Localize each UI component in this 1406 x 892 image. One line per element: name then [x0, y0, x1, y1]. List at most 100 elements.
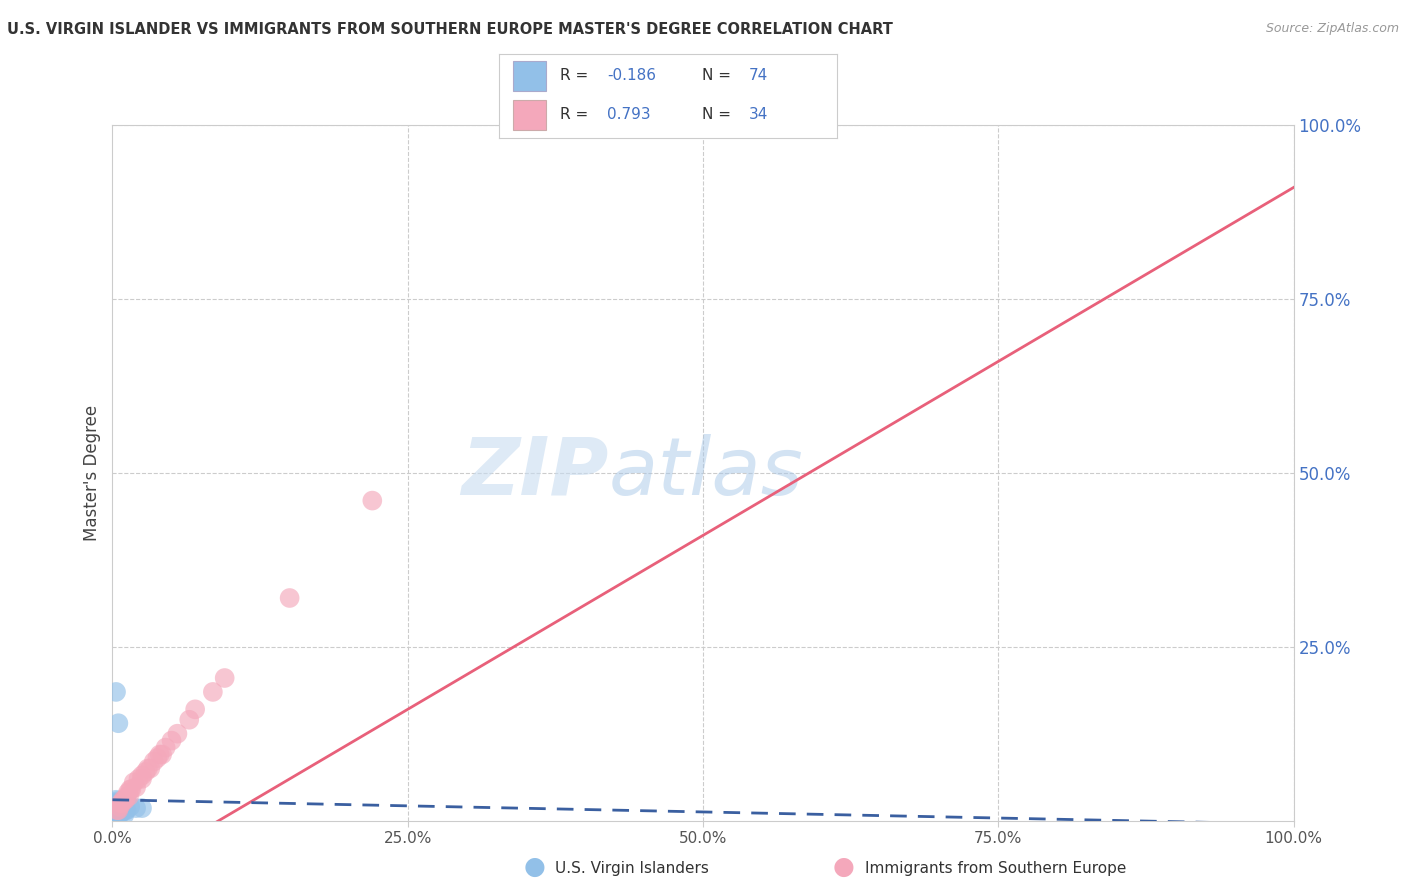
- Point: [105, 803, 128, 817]
- Point: [108, 798, 131, 813]
- Point: [108, 798, 131, 813]
- Point: [104, 796, 127, 810]
- Text: 0.793: 0.793: [607, 107, 651, 122]
- Point: [135, 764, 157, 779]
- Point: [105, 801, 128, 815]
- Point: [160, 733, 183, 747]
- Point: [104, 798, 127, 813]
- Point: [104, 805, 127, 820]
- Point: [105, 803, 128, 817]
- Point: [112, 808, 135, 822]
- Point: [107, 805, 129, 820]
- Point: [127, 772, 149, 786]
- Point: [105, 796, 128, 810]
- Point: [120, 782, 142, 797]
- Text: R =: R =: [560, 68, 593, 83]
- Text: -0.186: -0.186: [607, 68, 657, 83]
- Point: [115, 803, 138, 817]
- Point: [105, 801, 128, 815]
- Point: [105, 803, 128, 817]
- Text: Source: ZipAtlas.com: Source: ZipAtlas.com: [1265, 22, 1399, 36]
- Point: [105, 803, 128, 817]
- Text: U.S. Virgin Islanders: U.S. Virgin Islanders: [555, 861, 709, 876]
- Point: [146, 751, 169, 765]
- Point: [107, 803, 129, 817]
- Point: [107, 798, 129, 813]
- Point: [104, 803, 127, 817]
- Point: [104, 809, 127, 823]
- Point: [166, 726, 188, 740]
- Point: [107, 799, 129, 814]
- Point: [105, 798, 128, 813]
- Text: U.S. VIRGIN ISLANDER VS IMMIGRANTS FROM SOUTHERN EUROPE MASTER'S DEGREE CORRELAT: U.S. VIRGIN ISLANDER VS IMMIGRANTS FROM …: [7, 22, 893, 37]
- Point: [111, 796, 134, 810]
- Point: [105, 805, 128, 819]
- Point: [104, 796, 127, 810]
- Point: [108, 796, 131, 810]
- Text: Immigrants from Southern Europe: Immigrants from Southern Europe: [865, 861, 1126, 876]
- Point: [114, 803, 136, 817]
- Point: [122, 775, 145, 789]
- Point: [107, 806, 129, 821]
- Point: [112, 793, 135, 807]
- Point: [111, 799, 134, 814]
- Point: [179, 713, 201, 727]
- Point: [105, 805, 128, 820]
- Point: [112, 799, 135, 814]
- Bar: [513, 100, 547, 130]
- Point: [201, 685, 224, 699]
- Text: R =: R =: [560, 107, 593, 122]
- Point: [107, 808, 129, 822]
- Point: [107, 805, 129, 820]
- Point: [278, 591, 301, 605]
- Point: [108, 808, 131, 822]
- Point: [112, 803, 135, 817]
- Point: [105, 803, 128, 817]
- Text: N =: N =: [702, 107, 735, 122]
- Point: [107, 716, 129, 731]
- Point: [114, 793, 136, 807]
- Point: [108, 799, 131, 814]
- Point: [110, 805, 132, 820]
- Point: [111, 803, 134, 817]
- Point: [139, 761, 162, 775]
- Point: [105, 799, 128, 814]
- Point: [107, 799, 129, 814]
- Point: [105, 803, 128, 817]
- Point: [107, 806, 129, 821]
- Point: [105, 805, 128, 820]
- Text: ●: ●: [523, 855, 546, 879]
- Point: [136, 761, 159, 775]
- Point: [108, 803, 131, 817]
- Point: [105, 803, 128, 817]
- Point: [105, 799, 128, 814]
- Point: [105, 799, 128, 814]
- Text: N =: N =: [702, 68, 735, 83]
- Point: [110, 803, 132, 817]
- Point: [105, 801, 128, 815]
- Point: [105, 801, 128, 815]
- Point: [125, 801, 148, 815]
- Point: [108, 803, 131, 817]
- Point: [149, 747, 172, 762]
- Bar: [513, 62, 547, 91]
- Point: [184, 702, 207, 716]
- Text: ZIP: ZIP: [461, 434, 609, 512]
- Point: [108, 796, 131, 810]
- Point: [105, 793, 128, 807]
- Point: [105, 803, 128, 817]
- Point: [150, 747, 173, 762]
- Point: [105, 803, 128, 817]
- Point: [131, 768, 153, 782]
- Point: [105, 808, 128, 822]
- Point: [104, 808, 127, 822]
- Point: [110, 805, 132, 820]
- Point: [105, 801, 128, 815]
- Point: [105, 808, 128, 822]
- Point: [105, 685, 128, 699]
- Point: [107, 803, 129, 817]
- Text: 74: 74: [749, 68, 768, 83]
- Point: [120, 799, 142, 814]
- Point: [131, 772, 153, 786]
- Point: [118, 789, 141, 804]
